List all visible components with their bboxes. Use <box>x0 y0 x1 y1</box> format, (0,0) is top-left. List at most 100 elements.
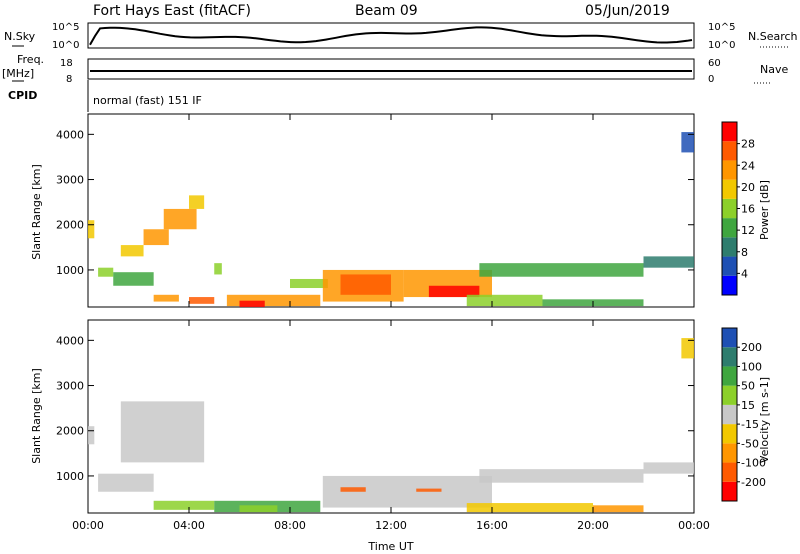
power-axes: 1000 2000 3000 4000 <box>56 114 695 307</box>
colorbar-swatch-1 <box>722 462 737 482</box>
heat-region-8 <box>416 488 442 492</box>
heat-region-2 <box>120 401 205 463</box>
colorbar-swatch-7 <box>722 347 737 367</box>
colorbar-tick-label-6: -100 <box>741 457 766 470</box>
beam-title: Beam 09 <box>355 3 418 19</box>
cpid-text: normal (fast) 151 IF <box>93 94 202 107</box>
freq-tick-top: 18 <box>60 58 73 69</box>
heat-region-16 <box>428 285 480 298</box>
x-axis-label: Time UT <box>367 540 413 553</box>
heat-region-18 <box>466 294 543 307</box>
colorbar-tick-label-6: 4 <box>741 267 748 280</box>
heat-region-1 <box>98 473 154 492</box>
colorbar-swatch-1 <box>722 256 737 276</box>
y-tick-label-3: 4000 <box>56 334 84 347</box>
colorbar-swatch-5 <box>722 385 737 405</box>
date-title: 05/Jun/2019 <box>585 3 670 19</box>
freq-label: Freq. <box>17 53 44 66</box>
heat-region-2 <box>113 272 154 286</box>
colorbar-tick-label-5: -50 <box>741 437 759 450</box>
colorbar-tick-label-2: 50 <box>741 380 755 393</box>
colorbar-tick-label-7: -200 <box>741 476 766 489</box>
heat-region-3 <box>120 245 144 257</box>
x-tick-label-1: 04:00 <box>173 519 205 532</box>
heat-region-12 <box>643 462 694 474</box>
heat-region-4 <box>143 229 169 246</box>
cpid-label: CPID <box>8 89 37 102</box>
colorbar-swatch-8 <box>722 122 737 142</box>
y-tick-label-0: 1000 <box>56 264 84 277</box>
y-tick-label-2: 3000 <box>56 380 84 393</box>
y-tick-label-1: 2000 <box>56 219 84 232</box>
heat-region-5 <box>239 505 278 513</box>
heat-region-12 <box>290 278 328 289</box>
colorbar-swatch-7 <box>722 141 737 161</box>
colorbar-swatch-2 <box>722 237 737 257</box>
colorbar-tick-label-4: -15 <box>741 418 759 431</box>
colorbar-tick-label-5: 8 <box>741 246 748 259</box>
velocity-ylabel: Slant Range [km] <box>30 368 43 464</box>
x-tick-label-5: 20:00 <box>577 519 609 532</box>
heat-region-9 <box>214 263 222 275</box>
colorbar-swatch-0 <box>722 481 737 501</box>
colorbar-swatch-2 <box>722 443 737 463</box>
power-ylabel: Slant Range [km] <box>30 164 43 260</box>
colorbar-tick-label-3: 16 <box>741 203 755 216</box>
colorbar-swatch-6 <box>722 160 737 180</box>
power-colorbar-label: Power [dB] <box>758 180 771 240</box>
colorbar-tick-label-2: 20 <box>741 181 755 194</box>
colorbar-tick-label-1: 100 <box>741 360 762 373</box>
nave-label: Nave <box>760 63 788 76</box>
y-tick-label-0: 1000 <box>56 470 84 483</box>
freq-unit-label: [MHz] <box>2 67 34 80</box>
nave-tick-bottom: 0 <box>708 74 714 85</box>
heat-region-7 <box>153 294 179 302</box>
heat-region-21 <box>681 132 694 153</box>
heat-region-10 <box>226 294 321 307</box>
freq-tick-bottom: 8 <box>66 74 72 85</box>
nsearch-label: N.Search <box>748 30 798 43</box>
heat-region-8 <box>189 297 215 304</box>
velocity-axes: 1000 2000 3000 4000 00:00 04:00 08:00 12:00 16:0… <box>56 320 710 532</box>
velocity-heatmap <box>88 338 694 513</box>
heat-region-3 <box>153 500 215 510</box>
x-tick-label-2: 08:00 <box>274 519 306 532</box>
freq-panel <box>87 58 695 80</box>
colorbar-swatch-4 <box>722 198 737 219</box>
heat-region-6 <box>189 195 205 209</box>
nsky-label: N.Sky <box>4 30 36 43</box>
nave-tick-top: 60 <box>708 58 721 69</box>
colorbar-tick-label-3: 15 <box>741 399 755 412</box>
heat-region-9 <box>479 469 644 483</box>
nsky-trace <box>89 26 693 46</box>
colorbar-swatch-5 <box>722 179 737 199</box>
heat-region-7 <box>340 487 366 492</box>
x-tick-label-6: 00:00 <box>678 519 710 532</box>
nsearch-tick-bottom: 10^0 <box>708 40 735 51</box>
heat-region-0 <box>88 426 95 445</box>
heat-region-14 <box>340 274 391 295</box>
colorbar-swatch-4 <box>722 404 737 425</box>
heat-region-11 <box>593 505 644 513</box>
y-tick-label-3: 4000 <box>56 128 84 141</box>
heat-region-11 <box>239 300 265 307</box>
colorbar-swatch-3 <box>722 424 737 444</box>
station-title: Fort Hays East (fitACF) <box>93 3 251 19</box>
colorbar-tick-label-0: 200 <box>741 341 762 354</box>
velocity-colorbar-label: Velocity [m s-1] <box>758 377 771 463</box>
heat-region-10 <box>466 503 593 513</box>
heat-region-1 <box>98 267 114 277</box>
nsearch-tick-top: 10^5 <box>708 22 735 33</box>
x-tick-label-4: 16:00 <box>476 519 508 532</box>
colorbar-swatch-3 <box>722 218 737 238</box>
y-tick-label-1: 2000 <box>56 425 84 438</box>
colorbar-swatch-6 <box>722 366 737 386</box>
nsky-series-line <box>89 26 693 46</box>
velocity-colorbar: 200 100 50 15 -15 -50 -100 -200 <box>721 327 766 502</box>
y-tick-label-2: 3000 <box>56 174 84 187</box>
x-tick-label-3: 12:00 <box>375 519 407 532</box>
heat-region-13 <box>681 338 694 359</box>
heat-region-5 <box>163 208 197 230</box>
colorbar-tick-label-0: 28 <box>741 138 755 151</box>
